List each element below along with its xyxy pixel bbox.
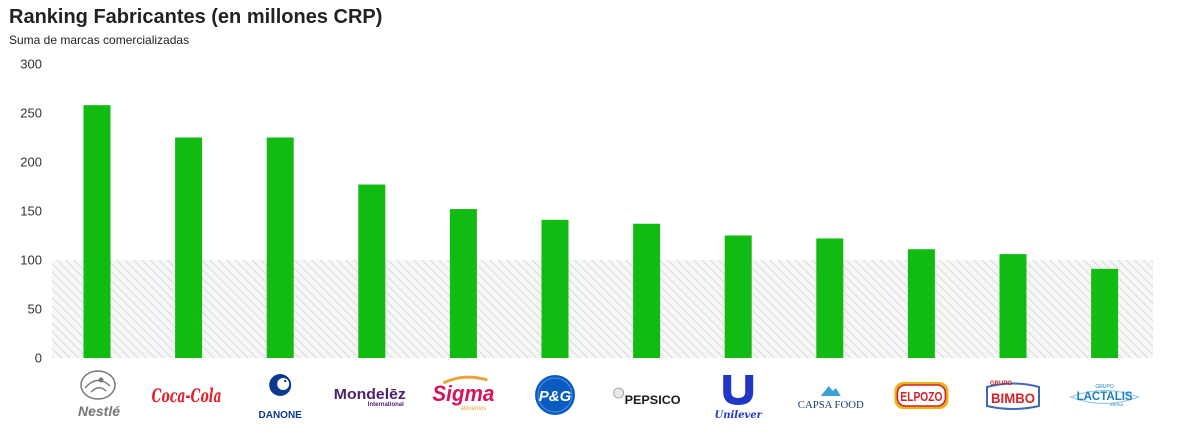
bar [175,137,203,358]
y-tick-label: 100 [20,253,42,268]
bar [358,184,386,358]
brand-logo: DANONE [259,374,303,421]
bar [449,209,477,358]
y-tick-label: 200 [20,155,42,170]
capsa-mountain [820,386,841,396]
bar [266,137,294,358]
y-tick-label: 300 [20,57,42,72]
brand-logo: Unilever [714,375,763,421]
bar [999,254,1027,358]
bar [541,219,569,358]
brand-logo: P&G [535,375,575,415]
logo-text: Coca-Cola [152,385,222,407]
y-tick-label: 250 [20,106,42,121]
logo-text: GRUPO [1095,384,1113,390]
reference-band [52,260,1153,358]
bar [724,235,752,358]
pg-circle [535,375,575,415]
lactalis-oval [1069,390,1141,404]
brand-logo: Nestlé [78,370,120,419]
pepsico-globe [613,387,624,399]
logo-text: GRUPO [990,381,1012,387]
elpozo-frame [896,384,947,407]
nest-icon [84,379,111,393]
logo-text: P&G [539,388,572,405]
logo-text: Nestlé [78,403,120,419]
bar [907,249,935,358]
logo-text: IBERIA [1110,402,1123,407]
logo-text: alimentos [461,406,487,412]
bar [1091,268,1119,358]
logo-text: ELPOZO [900,389,942,404]
danone-child-icon [284,379,287,383]
unilever-u-icon [723,375,754,405]
bar [83,105,111,358]
y-tick-label: 0 [35,351,42,366]
bar [633,223,661,358]
brand-logo: PEPSICO [613,387,681,407]
chart-subtitle: Suma de marcas comercializadas [9,33,190,47]
brand-logo: ELPOZO [894,382,949,409]
brand-logo: Coca-Cola [152,385,222,407]
bimbo-frame [986,382,1040,410]
bird-icon [98,377,104,383]
brand-logo: GRUPO BIMBO [986,381,1040,410]
logo-text: CAPSA FOOD [798,399,864,411]
logo-text: Sigma [432,381,494,406]
y-tick-label: 150 [20,204,42,219]
logo-text: DANONE [259,410,303,421]
brand-logo: CAPSA FOOD [798,386,864,411]
y-tick-label: 50 [28,302,42,317]
logo-text: International [368,402,404,408]
logo-text: Unilever [714,410,762,421]
logo-text: BIMBO [991,390,1035,406]
pg-circle [537,377,573,413]
bar [816,238,844,358]
sigma-swoosh [442,375,488,385]
nest-icon [80,370,116,400]
chart-title: Ranking Fabricantes (en millones CRP) [9,6,383,28]
danone-child-icon [277,378,290,390]
logo-text: Mondelēz [334,386,406,403]
logo-text: LACTALIS [1077,389,1133,403]
logo-text: PEPSICO [625,393,681,407]
